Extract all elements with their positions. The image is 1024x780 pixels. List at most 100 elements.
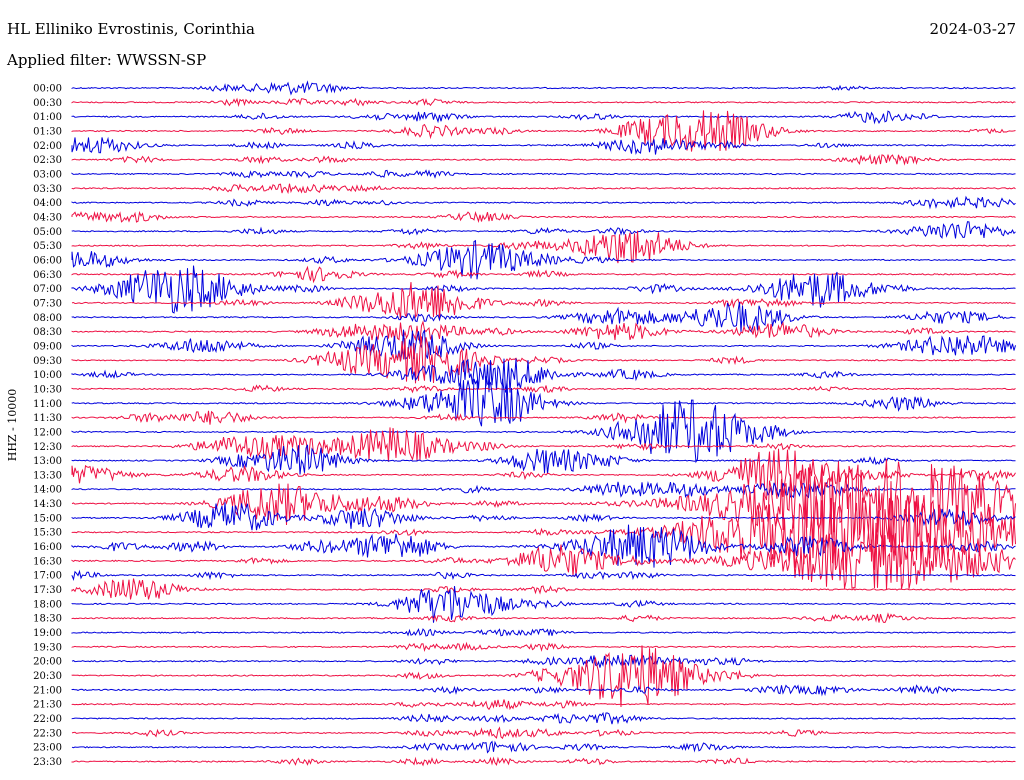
filter-label: Applied filter: WWSSN-SP	[7, 51, 207, 69]
trace-line	[71, 230, 1016, 264]
trace-line	[71, 586, 1016, 623]
time-label: 17:00	[33, 571, 62, 582]
time-label: 22:00	[33, 714, 62, 725]
trace-line	[71, 444, 1016, 475]
time-label: 07:30	[33, 298, 62, 309]
trace-line	[71, 136, 1016, 156]
trace-line	[71, 612, 1016, 624]
time-label: 11:00	[33, 399, 62, 410]
trace-line	[71, 110, 1016, 152]
time-label: 15:30	[33, 528, 62, 539]
time-label: 05:30	[33, 241, 62, 252]
trace-line	[71, 740, 1016, 754]
trace-line	[71, 265, 1016, 284]
time-label: 11:30	[33, 413, 62, 424]
trace-line	[71, 183, 1016, 195]
time-label: 02:30	[33, 155, 62, 166]
station-title: HL Elliniko Evrostinis, Corinthia	[7, 20, 255, 38]
time-label: 02:00	[33, 141, 62, 152]
time-label: 09:00	[33, 341, 62, 352]
time-label: 03:30	[33, 184, 62, 195]
trace-line	[71, 169, 1016, 179]
time-label: 10:30	[33, 384, 62, 395]
trace-line	[71, 376, 1016, 427]
trace-line	[71, 524, 1016, 568]
trace-line	[71, 654, 1016, 668]
time-label: 01:30	[33, 126, 62, 137]
trace-line	[71, 210, 1016, 224]
time-label: 04:30	[33, 212, 62, 223]
time-label: 23:00	[33, 743, 62, 754]
trace-line	[71, 358, 1016, 393]
time-label: 08:00	[33, 313, 62, 324]
trace-line	[71, 153, 1016, 166]
trace-line	[71, 301, 1016, 333]
time-label: 00:00	[33, 84, 62, 95]
time-label: 03:00	[33, 169, 62, 180]
time-label: 01:00	[33, 112, 62, 123]
time-label: 21:30	[33, 700, 62, 711]
trace-line	[71, 282, 1016, 321]
trace-line	[71, 320, 1016, 342]
trace-line	[71, 726, 1016, 740]
trace-line	[71, 459, 1016, 549]
trace-line	[71, 427, 1016, 462]
time-label: 09:30	[33, 356, 62, 367]
time-label: 19:00	[33, 628, 62, 639]
time-label: 17:30	[33, 585, 62, 596]
trace-line	[71, 699, 1016, 711]
trace-line	[71, 97, 1016, 108]
time-label: 05:00	[33, 227, 62, 238]
date-label: 2024-03-27	[929, 20, 1016, 38]
time-label: 18:00	[33, 599, 62, 610]
time-label: 23:30	[33, 757, 62, 768]
trace-line	[71, 645, 1016, 708]
trace-line	[71, 684, 1016, 697]
trace-line	[71, 756, 1016, 767]
time-label: 13:00	[33, 456, 62, 467]
trace-line	[71, 569, 1016, 582]
trace-line	[71, 578, 1016, 600]
trace-line	[71, 641, 1016, 652]
time-label: 20:30	[33, 671, 62, 682]
time-label: 07:00	[33, 284, 62, 295]
trace-line	[71, 711, 1016, 725]
trace-line	[71, 384, 1016, 394]
time-label: 06:00	[33, 255, 62, 266]
trace-line	[71, 80, 1016, 96]
time-label: 04:00	[33, 198, 62, 209]
time-label: 13:30	[33, 470, 62, 481]
time-label: 10:00	[33, 370, 62, 381]
trace-line	[71, 502, 1016, 531]
time-label: 21:00	[33, 685, 62, 696]
trace-line	[71, 531, 1016, 590]
trace-line	[71, 221, 1016, 239]
trace-line	[71, 265, 1016, 314]
time-label: 14:30	[33, 499, 62, 510]
trace-line	[71, 480, 1016, 499]
trace-line	[71, 195, 1016, 210]
time-label: 14:00	[33, 485, 62, 496]
time-label: 12:00	[33, 427, 62, 438]
time-label: 16:30	[33, 556, 62, 567]
trace-line	[71, 410, 1016, 425]
time-label: 22:30	[33, 728, 62, 739]
trace-line	[71, 492, 1016, 573]
time-label: 19:30	[33, 642, 62, 653]
trace-line	[71, 399, 1016, 464]
time-label: 15:00	[33, 513, 62, 524]
time-label: 08:30	[33, 327, 62, 338]
trace-line	[71, 329, 1016, 362]
time-label: 12:30	[33, 442, 62, 453]
trace-line	[71, 336, 1016, 384]
time-label: 00:30	[33, 98, 62, 109]
time-label: 18:30	[33, 614, 62, 625]
trace-line	[71, 110, 1016, 125]
trace-line	[71, 239, 1016, 280]
trace-line	[71, 627, 1016, 637]
time-label: 16:00	[33, 542, 62, 553]
y-axis-label: HHZ - 10000	[6, 389, 19, 462]
time-label: 06:30	[33, 270, 62, 281]
time-label: 20:00	[33, 657, 62, 668]
